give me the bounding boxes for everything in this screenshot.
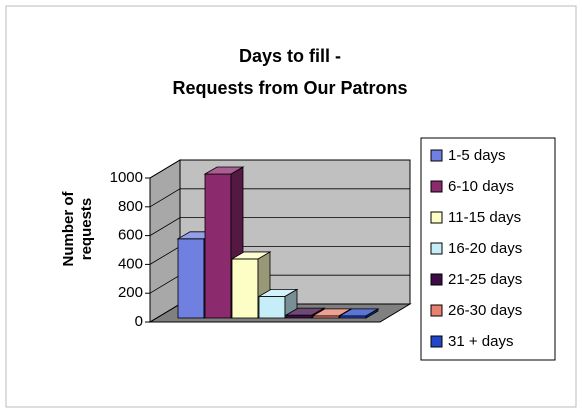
bar-top (230, 251, 272, 260)
legend-label: 11-15 days (448, 209, 521, 226)
legend-label: 21-25 days (448, 271, 522, 288)
grid-line (149, 188, 410, 208)
bar-top (257, 288, 299, 297)
legend-label: 26-30 days (448, 302, 522, 319)
legend-label: 1-5 days (448, 147, 506, 164)
legend-box (420, 137, 556, 361)
legend-swatch (430, 304, 443, 317)
y-tick-label: 600 (118, 227, 143, 244)
legend-swatch (430, 149, 443, 162)
bar-front (177, 238, 205, 319)
y-tick-label: 800 (118, 198, 143, 215)
bar-top (338, 308, 380, 317)
y-tick-label: 1000 (110, 169, 143, 186)
legend-label: 31 + days (448, 333, 513, 350)
legend-label: 16-20 days (448, 240, 522, 257)
chart-title: Days to fill - Requests from Our Patrons (172, 46, 408, 98)
bar-front (204, 173, 232, 319)
y-tick-label: 400 (118, 255, 143, 272)
legend-swatch (430, 273, 443, 286)
side-wall (149, 159, 181, 323)
bar-top (203, 166, 245, 175)
bar-front (231, 258, 259, 319)
legend-swatch (430, 211, 443, 224)
grid-line (149, 217, 410, 236)
bar-front (285, 314, 313, 319)
bar-front (258, 295, 286, 319)
bar-top (311, 308, 353, 317)
bar-top (284, 307, 326, 316)
legend-swatch (430, 180, 443, 193)
legend-swatch (430, 242, 443, 255)
y-tick-label: 0 (135, 313, 143, 330)
y-axis-label: Number of requests (60, 191, 95, 267)
legend-swatch (430, 335, 443, 348)
grid-line (149, 159, 410, 179)
y-tick-label: 200 (118, 284, 143, 301)
legend-label: 6-10 days (448, 178, 514, 195)
